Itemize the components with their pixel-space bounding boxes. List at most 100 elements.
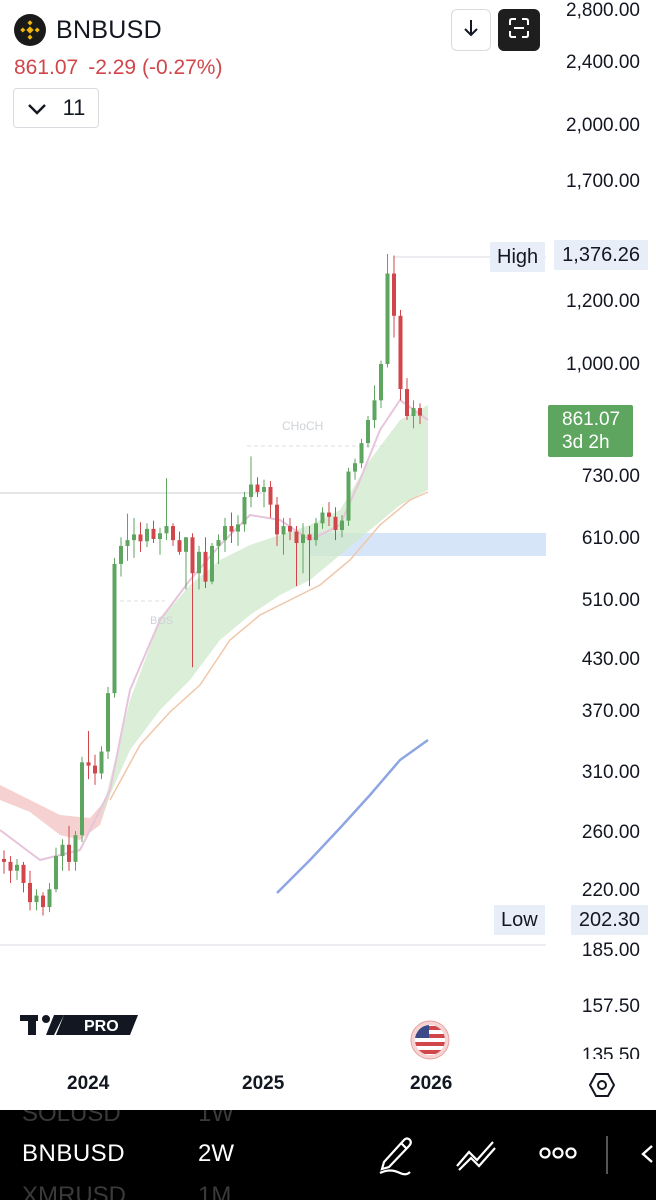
candle-body: [28, 882, 32, 903]
price-tick: 185.00: [581, 940, 640, 961]
price-tick: 135.50: [581, 1045, 640, 1059]
download-button[interactable]: [451, 9, 491, 51]
settings-hex-icon[interactable]: [588, 1072, 616, 1103]
arrow-down-icon: [462, 18, 480, 43]
candle-body: [73, 835, 78, 862]
candle-body: [203, 551, 208, 582]
price-change: -2.29 (-0.27%): [88, 56, 223, 79]
low-label: Low: [494, 905, 545, 935]
candle-body: [80, 762, 84, 836]
fullscreen-button[interactable]: [498, 9, 540, 51]
candle-body: [320, 512, 325, 524]
chevron-left-icon[interactable]: [640, 1144, 654, 1169]
time-label: 2024: [67, 1073, 110, 1094]
price-tick: 1,000.00: [566, 354, 640, 375]
candle-body: [242, 496, 247, 525]
candle-body: [106, 693, 110, 752]
candle-body: [268, 486, 273, 505]
interval-collapse-button[interactable]: 11: [13, 88, 99, 128]
candle-body: [93, 765, 97, 774]
candle-body: [301, 534, 305, 544]
candle-body: [281, 526, 286, 535]
cloud-red-area: [0, 785, 110, 840]
symbol-name[interactable]: BNBUSD: [56, 15, 162, 44]
price-tick: 610.00: [581, 528, 640, 549]
moving-average-orange: [109, 491, 429, 801]
toolbar-divider: [606, 1136, 608, 1174]
last-price: 861.07: [14, 56, 79, 79]
price-tick: 260.00: [581, 822, 640, 843]
candle-body: [151, 528, 156, 539]
candle-body: [398, 315, 403, 390]
candle-body: [41, 895, 45, 908]
bos-label: BOS: [150, 615, 173, 627]
trend-lines-icon[interactable]: [455, 1136, 497, 1177]
watchlist-prev-symbol[interactable]: SOLUSD: [22, 1110, 121, 1127]
last-price-label: 861.07 3d 2h: [548, 405, 633, 457]
candle-body: [138, 534, 143, 542]
high-label: High: [490, 242, 546, 272]
candle-body: [60, 844, 65, 857]
candle-body: [340, 520, 344, 530]
price-tick: 730.00: [581, 466, 640, 487]
high-value: 1,376.26: [554, 240, 648, 270]
candle-body: [125, 540, 130, 546]
watchlist-current-interval[interactable]: 2W: [198, 1140, 234, 1167]
moving-average-pink: [0, 398, 429, 862]
candle-body: [210, 545, 214, 582]
candle-body: [333, 516, 338, 530]
pencil-icon[interactable]: [376, 1132, 414, 1181]
candle-body: [236, 524, 240, 532]
quote-line: 861.07 -2.29 (-0.27%): [14, 56, 222, 80]
price-tick: 430.00: [581, 649, 640, 670]
candle-body: [164, 526, 169, 534]
watchlist-next-symbol[interactable]: XMRUSD: [22, 1182, 127, 1200]
candle-body: [119, 545, 123, 564]
moving-average-blue: [276, 738, 429, 894]
candle-body: [392, 273, 396, 316]
candle-body: [411, 408, 416, 417]
price-chart[interactable]: CHoCH BOS: [0, 0, 656, 1110]
fullscreen-icon: [508, 17, 530, 44]
candle-body: [34, 895, 39, 903]
symbol-header[interactable]: BNBUSD: [14, 14, 162, 46]
watchlist-next-interval[interactable]: 1M: [198, 1182, 232, 1200]
choch-label: CHoCH: [282, 419, 323, 433]
candle-body: [405, 389, 409, 417]
candle-body: [54, 856, 58, 890]
candle-body: [86, 762, 91, 766]
candle-body: [418, 408, 422, 416]
watchlist-prev-interval[interactable]: 1W: [198, 1110, 234, 1127]
candle-body: [366, 420, 370, 444]
candle-body: [307, 534, 312, 541]
candle-body: [132, 534, 136, 541]
time-label: 2025: [242, 1073, 285, 1094]
candle-body: [158, 533, 162, 539]
price-tick: 2,400.00: [566, 52, 640, 73]
candle-body: [112, 563, 117, 694]
candle-body: [229, 526, 234, 532]
candle-body: [372, 400, 377, 421]
us-flag-icon[interactable]: [406, 1020, 454, 1065]
candle-body: [288, 526, 292, 532]
candle-body: [294, 531, 299, 544]
candle-body: [8, 861, 13, 871]
candle-body: [262, 486, 266, 492]
candle-body: [145, 528, 149, 542]
time-label: 2026: [410, 1073, 453, 1094]
more-dots-icon[interactable]: [539, 1146, 577, 1165]
tradingview-pro-logo-icon: PRO: [20, 1010, 140, 1043]
bottom-toolbar[interactable]: SOLUSD 1W BNBUSD 2W XMRUSD 1M: [0, 1110, 656, 1200]
pro-label: PRO: [84, 1018, 119, 1035]
bnb-logo-icon: [14, 14, 46, 46]
watchlist-current-symbol[interactable]: BNBUSD: [22, 1140, 126, 1167]
candle-body: [177, 540, 182, 552]
price-tick: 157.50: [581, 996, 640, 1017]
price-tick: 1,700.00: [566, 171, 640, 192]
candle-body: [353, 463, 357, 472]
candle-body: [184, 537, 188, 552]
candles-group: [2, 253, 422, 916]
indicator-count: 11: [62, 95, 86, 120]
candle-body: [197, 551, 201, 574]
bar-countdown: 3d 2h: [562, 432, 610, 453]
